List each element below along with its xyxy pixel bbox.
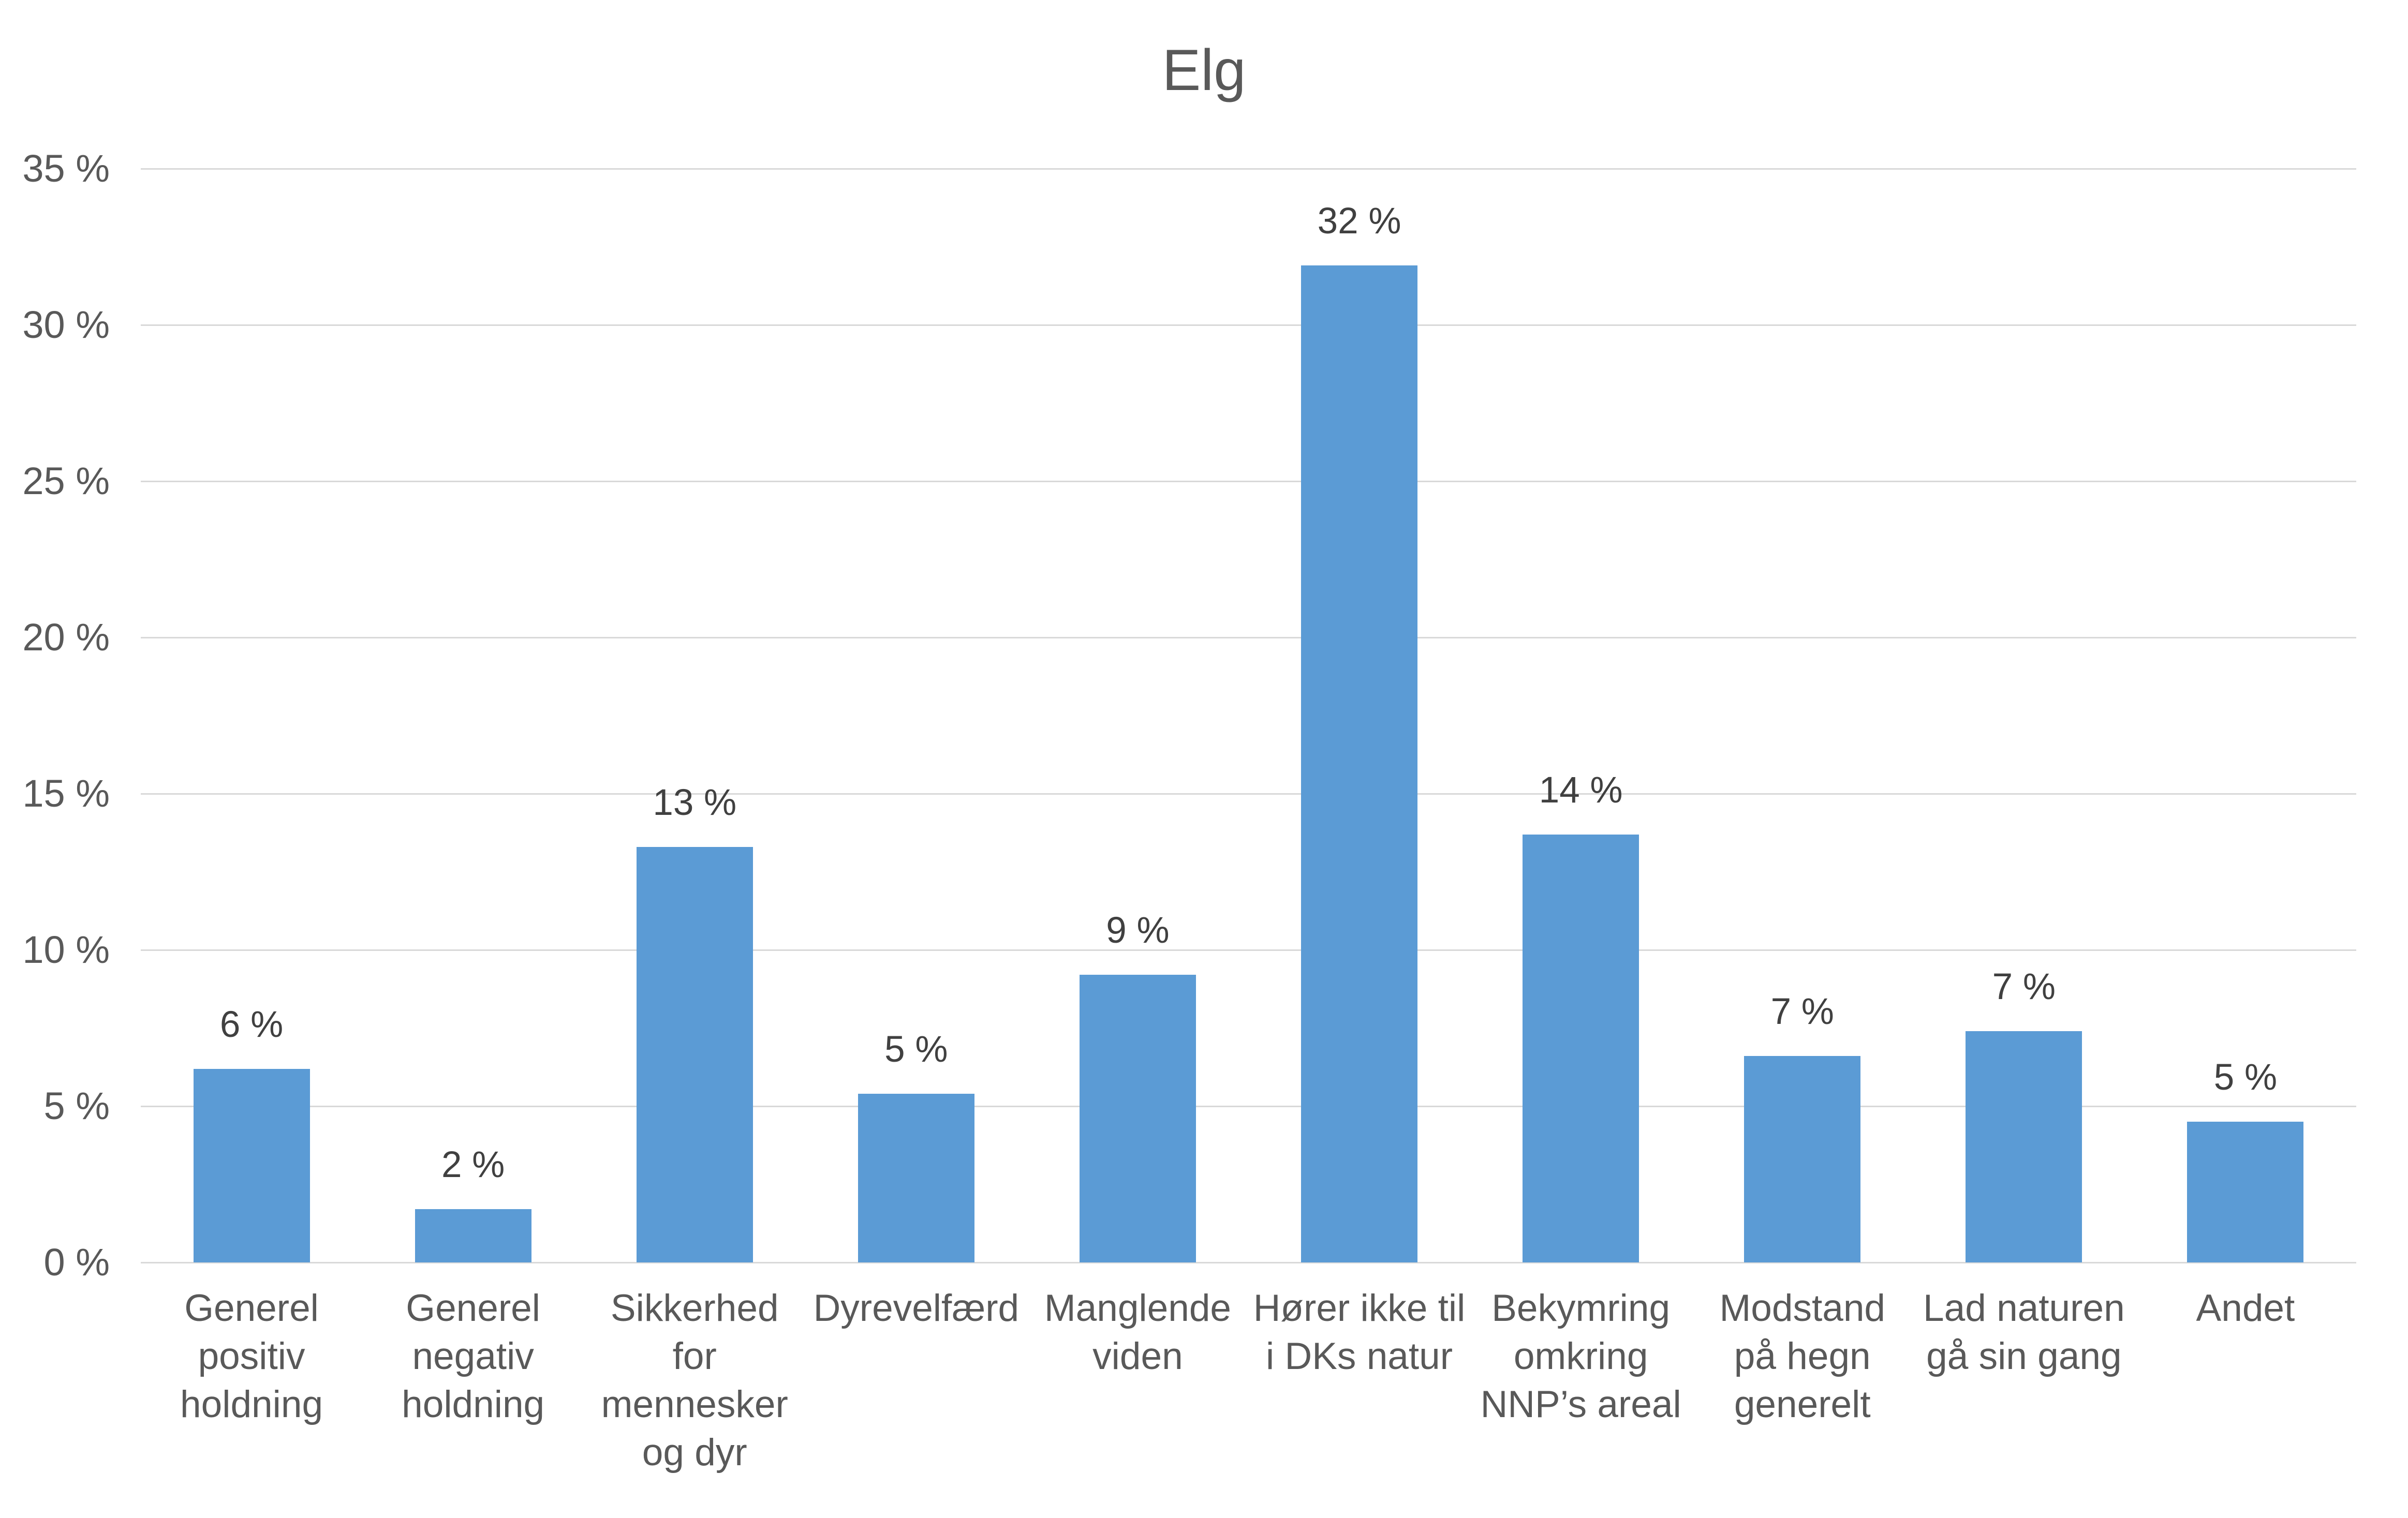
bar-data-label: 14 % bbox=[1539, 769, 1623, 811]
y-axis-tick-label: 10 % bbox=[22, 928, 110, 971]
y-gridline bbox=[141, 636, 2356, 638]
y-axis-tick-label: 30 % bbox=[22, 303, 110, 346]
bar-data-label: 7 % bbox=[1992, 966, 2056, 1008]
bar bbox=[1301, 265, 1418, 1262]
y-axis-tick-label: 35 % bbox=[22, 147, 110, 190]
y-axis-tick-label: 15 % bbox=[22, 772, 110, 815]
x-axis-category-label: Generel negativ holdning bbox=[402, 1287, 545, 1425]
y-gridline bbox=[141, 1261, 2356, 1263]
bar bbox=[1523, 834, 1639, 1262]
bar-data-label: 9 % bbox=[1106, 910, 1170, 951]
bar-data-label: 6 % bbox=[219, 1004, 284, 1045]
y-gridline bbox=[141, 1105, 2356, 1107]
y-gridline bbox=[141, 480, 2356, 482]
x-axis-category-label: Manglende viden bbox=[1044, 1287, 1232, 1377]
bar-data-label: 5 % bbox=[2213, 1057, 2278, 1098]
bar bbox=[193, 1068, 310, 1262]
y-gridline bbox=[141, 949, 2356, 951]
x-axis-category-label: Hører ikke til i DKs natur bbox=[1253, 1287, 1466, 1377]
bar bbox=[2187, 1122, 2304, 1262]
y-gridline bbox=[141, 324, 2356, 326]
y-axis-tick-label: 5 % bbox=[43, 1084, 110, 1127]
bar bbox=[636, 846, 753, 1262]
bar bbox=[1079, 975, 1196, 1262]
x-axis-category-label: Bekymring omkring NNP’s areal bbox=[1480, 1287, 1681, 1425]
y-gridline bbox=[141, 793, 2356, 795]
bar bbox=[1966, 1031, 2082, 1262]
y-axis-tick-label: 20 % bbox=[22, 616, 110, 659]
bar bbox=[858, 1093, 974, 1262]
x-axis-category-label: Sikkerhed for mennesker og dyr bbox=[601, 1287, 788, 1474]
chart-title: Elg bbox=[1162, 38, 1246, 102]
y-axis-tick-label: 25 % bbox=[22, 459, 110, 502]
bar-data-label: 7 % bbox=[1770, 991, 1834, 1033]
bar-data-label: 5 % bbox=[884, 1029, 948, 1070]
bar-data-label: 2 % bbox=[441, 1144, 505, 1186]
bar-data-label: 32 % bbox=[1317, 201, 1401, 242]
x-axis-category-label: Dyrevelfærd bbox=[813, 1287, 1020, 1329]
y-gridline bbox=[141, 168, 2356, 170]
x-axis-category-label: Lad naturen gå sin gang bbox=[1923, 1287, 2125, 1377]
bar bbox=[415, 1209, 531, 1262]
bar bbox=[1744, 1056, 1861, 1262]
y-axis-tick-label: 0 % bbox=[43, 1241, 110, 1284]
x-axis-category-label: Generel positiv holdning bbox=[180, 1287, 323, 1425]
x-axis-category-label: Andet bbox=[2196, 1287, 2295, 1329]
bar-data-label: 13 % bbox=[653, 782, 737, 823]
x-axis-category-label: Modstand på hegn generelt bbox=[1719, 1287, 1886, 1425]
